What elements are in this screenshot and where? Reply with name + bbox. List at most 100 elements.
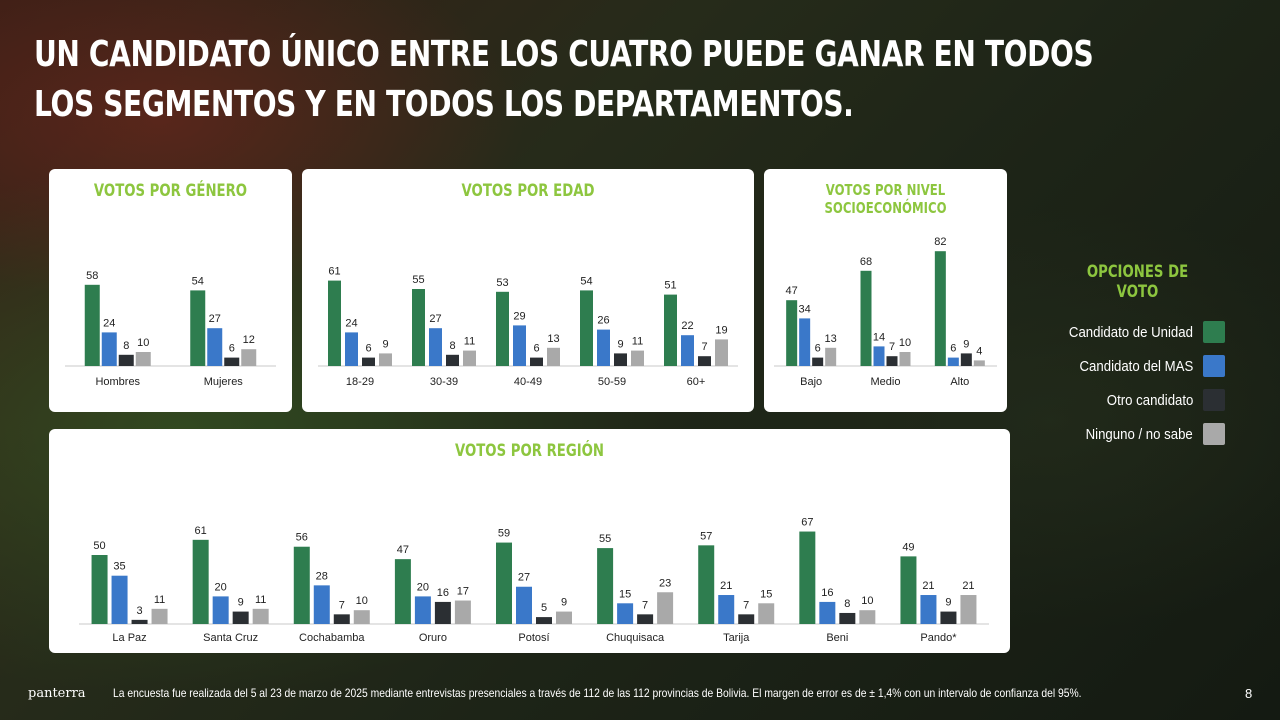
data-label: 61 — [195, 525, 207, 537]
category-label: Bajo — [800, 376, 822, 388]
data-label: 8 — [844, 598, 850, 610]
data-label: 6 — [365, 343, 371, 355]
data-label: 68 — [860, 256, 872, 268]
data-label: 7 — [889, 341, 895, 353]
panel-region: VOTOS POR REGIÓN 50 35 3 11 La Paz 61 20 9 11 San… — [49, 429, 1010, 653]
data-label: 11 — [632, 336, 643, 348]
chart-title-nse: VOTOS POR NIVEL SOCIOECONÓMICO — [824, 181, 947, 217]
data-label: 28 — [316, 570, 328, 582]
data-label: 11 — [255, 594, 266, 606]
category-label: 40-49 — [514, 376, 542, 388]
bar-mas — [111, 575, 128, 624]
category-label: Mujeres — [204, 376, 244, 388]
data-label: 24 — [345, 317, 357, 329]
legend-label: Candidato del MAS — [1079, 357, 1193, 375]
data-label: 6 — [815, 343, 821, 355]
data-label: 24 — [103, 317, 115, 329]
data-label: 9 — [238, 597, 244, 609]
data-label: 6 — [533, 343, 539, 355]
chart-title-region: VOTOS POR REGIÓN — [454, 441, 605, 461]
category-label: Beni — [826, 632, 848, 644]
category-label: 50-59 — [598, 376, 626, 388]
legend-swatch — [1203, 355, 1225, 377]
panel-genero: VOTOS POR GÉNERO 58 24 8 10 Hombres 54 27 6 12 Mu… — [49, 169, 292, 412]
legend-label: Candidato de Unidad — [1068, 323, 1193, 341]
bar-mas — [718, 595, 735, 624]
bar-otro — [232, 611, 249, 624]
data-label: 57 — [700, 530, 712, 542]
bar-ninguno — [135, 352, 151, 366]
bar-otro — [118, 354, 134, 366]
data-label: 27 — [209, 313, 221, 325]
data-label: 10 — [356, 595, 368, 607]
data-label: 27 — [429, 313, 441, 325]
bar-unidad — [91, 555, 108, 624]
bar-unidad — [580, 290, 593, 366]
bar-ninguno — [463, 350, 476, 366]
data-label: 16 — [821, 587, 833, 599]
bar-unidad — [328, 280, 341, 366]
bar-mas — [920, 595, 937, 624]
bar-ninguno — [973, 360, 985, 366]
data-label: 3 — [136, 605, 142, 617]
legend-item-otro: Otro candidato — [1050, 388, 1225, 412]
legend-item-ninguno: Ninguno / no sabe — [1050, 422, 1225, 446]
bar-unidad — [698, 545, 715, 624]
bar-otro — [637, 614, 654, 624]
bar-ninguno — [547, 347, 560, 366]
data-label: 15 — [760, 588, 772, 600]
data-label: 29 — [513, 310, 525, 322]
bar-unidad — [786, 300, 798, 366]
data-label: 5 — [541, 602, 547, 614]
data-label: 82 — [934, 236, 946, 248]
data-label: 61 — [328, 266, 340, 278]
title-line-2: LOS SEGMENTOS Y EN TODOS LOS DEPARTAMENT… — [34, 84, 854, 125]
bar-mas — [681, 335, 694, 366]
bar-ninguno — [859, 610, 876, 624]
data-label: 21 — [962, 580, 974, 592]
data-label: 20 — [417, 581, 429, 593]
data-label: 67 — [801, 517, 813, 529]
brand-logo: panterra — [28, 686, 86, 701]
bar-otro — [960, 353, 972, 366]
chart-title-edad: VOTOS POR EDAD — [461, 181, 595, 201]
panel-nse: VOTOS POR NIVEL SOCIOECONÓMICO 47 34 6 13 Ba… — [764, 169, 1007, 412]
data-label: 49 — [902, 541, 914, 553]
data-label: 58 — [86, 270, 98, 282]
data-label: 56 — [296, 532, 308, 544]
bar-otro — [224, 357, 240, 366]
category-label: Pando* — [920, 632, 957, 644]
data-label: 50 — [93, 540, 105, 552]
bar-otro — [536, 617, 552, 624]
bar-unidad — [192, 539, 209, 624]
bar-otro — [698, 356, 711, 366]
data-label: 20 — [215, 581, 227, 593]
legend-swatch — [1203, 389, 1225, 411]
bar-otro — [131, 619, 148, 624]
bar-mas — [414, 596, 431, 624]
data-label: 35 — [113, 561, 125, 573]
bar-ninguno — [899, 352, 911, 366]
legend-label: Otro candidato — [1106, 391, 1193, 409]
chart-genero: 58 24 8 10 Hombres 54 27 6 12 Mujeres — [65, 270, 276, 388]
panel-edad: VOTOS POR EDAD 61 24 6 9 18-29 55 27 8 11 30-39 53… — [302, 169, 754, 412]
legend-swatch — [1203, 321, 1225, 343]
category-label: Cochabamba — [299, 632, 365, 644]
data-label: 47 — [786, 285, 798, 297]
bar-ninguno — [379, 353, 392, 366]
category-label: Chuquisaca — [606, 632, 665, 644]
bar-ninguno — [556, 611, 572, 624]
chart-title-genero: VOTOS POR GÉNERO — [93, 181, 248, 201]
data-label: 55 — [599, 533, 611, 545]
bar-unidad — [293, 546, 310, 624]
data-label: 8 — [449, 340, 455, 352]
data-label: 27 — [518, 572, 530, 584]
data-label: 23 — [659, 577, 671, 589]
page-number: 8 — [1245, 686, 1253, 701]
bar-ninguno — [151, 608, 168, 624]
legend-title: OPCIONES DE VOTO — [1086, 262, 1189, 302]
title-line-1: UN CANDIDATO ÚNICO ENTRE LOS CUATRO PUED… — [34, 34, 1094, 75]
bar-unidad — [934, 251, 946, 366]
data-label: 21 — [720, 580, 732, 592]
